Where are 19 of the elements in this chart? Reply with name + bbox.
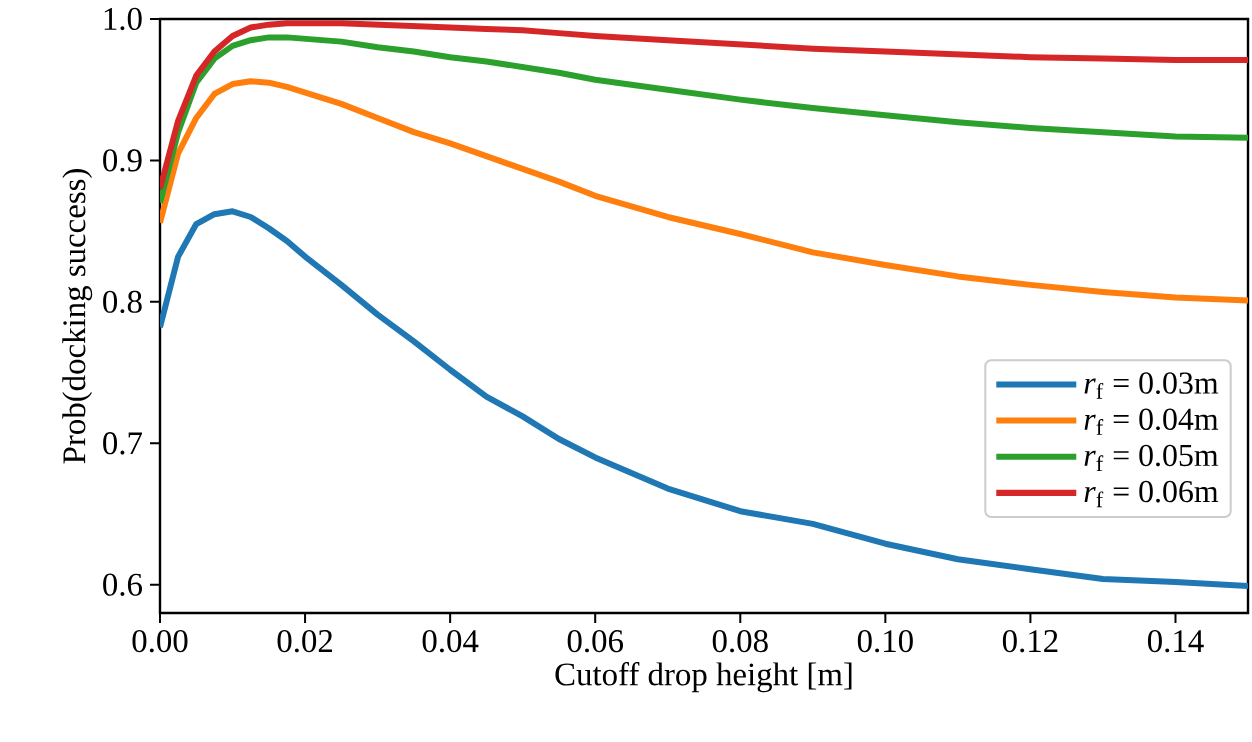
x-tick-label: 0.12 [1002, 630, 1058, 653]
x-tick-label: 0.04 [422, 630, 479, 653]
y-tick-label: 0.8 [103, 290, 142, 314]
legend-label: r$_{f}$ = 0.06m [1084, 480, 1219, 508]
legend-label: r$_{f}$ = 0.03m [1084, 372, 1219, 399]
y-tick-label: 0.6 [103, 573, 142, 596]
x-tick-label: 0.08 [712, 630, 768, 653]
x-tick-label: 0.02 [277, 630, 333, 653]
x-tick-label: 0.14 [1147, 630, 1204, 653]
x-tick-label: 0.06 [567, 630, 623, 653]
x-tick-label: 0.10 [857, 630, 913, 653]
legend-label: r$_{f}$ = 0.05m [1084, 444, 1219, 471]
y-tick-label: 0.9 [103, 149, 142, 172]
legend-label: r$_{f}$ = 0.04m [1084, 408, 1219, 435]
y-tick-label: 1.0 [104, 7, 142, 31]
y-tick-label: 0.7 [103, 432, 143, 455]
x-axis-title: Cutoff drop height [m] [555, 662, 852, 693]
x-tick-label: 0.00 [132, 630, 188, 653]
y-axis-title: Prob(docking success) [62, 169, 93, 464]
